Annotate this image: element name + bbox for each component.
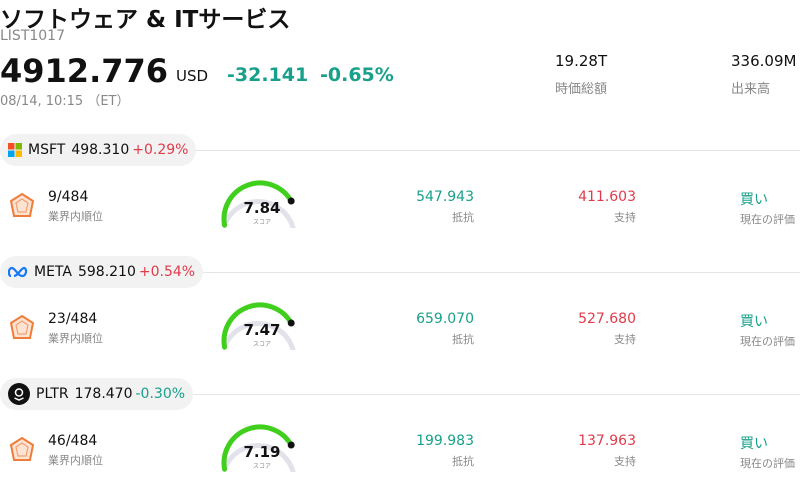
logo — [8, 383, 30, 405]
stock-change: -0.30% — [135, 386, 186, 402]
rank-label: 業界内順位 — [48, 332, 103, 345]
rating-label: 現在の評価 — [740, 457, 795, 470]
support-label: 支持 — [614, 211, 636, 224]
rating-label: 現在の評価 — [740, 335, 795, 348]
currency: USD — [176, 67, 209, 85]
stock-pill[interactable]: PLTR 178.470 -0.30% — [0, 378, 194, 410]
stat-value: 336.09M — [731, 52, 797, 70]
support: 527.680 — [578, 311, 636, 327]
score: 7.19 — [243, 443, 281, 461]
support-label: 支持 — [614, 455, 636, 468]
score-label: スコア — [252, 463, 271, 470]
stock-pill[interactable]: MSFT 498.310 +0.29% — [0, 134, 197, 166]
change: -32.141 — [227, 64, 309, 86]
title: ソフトウェア & ITサービス — [0, 7, 291, 33]
score-label: スコア — [252, 341, 271, 348]
score-label: スコア — [252, 219, 271, 226]
resistance-label: 抵抗 — [452, 455, 474, 468]
stat-label: 時価総額 — [555, 82, 608, 97]
divider — [0, 394, 800, 395]
stock-price: 178.470 — [74, 386, 133, 402]
support: 411.603 — [578, 189, 636, 205]
rank-icon — [8, 436, 36, 468]
rating-label: 現在の評価 — [740, 213, 795, 226]
gauge — [219, 300, 305, 356]
logo — [8, 265, 28, 279]
rank: 9/484 — [48, 189, 89, 205]
stock-change: +0.54% — [138, 264, 196, 280]
stock-price: 598.210 — [77, 264, 136, 280]
code: LIST1017 — [0, 28, 65, 44]
resistance: 659.070 — [416, 311, 474, 327]
rank-label: 業界内順位 — [48, 210, 103, 223]
divider — [0, 150, 800, 151]
stock-change: +0.29% — [132, 142, 189, 158]
change-pct: -0.65% — [320, 64, 394, 86]
logo — [8, 143, 22, 157]
resistance-label: 抵抗 — [452, 211, 474, 224]
rating: 買い — [740, 314, 768, 330]
support-label: 支持 — [614, 333, 636, 346]
resistance: 547.943 — [416, 189, 474, 205]
gauge — [219, 422, 305, 478]
rating: 買い — [740, 436, 768, 452]
stat-label: 出来高 — [731, 82, 771, 97]
ticker: PLTR — [36, 386, 69, 402]
stock-price: 498.310 — [71, 142, 130, 158]
rank-icon — [8, 314, 36, 346]
gauge — [219, 178, 305, 234]
rank-label: 業界内順位 — [48, 454, 103, 467]
resistance: 199.983 — [416, 433, 474, 449]
score: 7.47 — [243, 321, 281, 339]
stat-value: 19.28T — [555, 52, 608, 70]
price: 4912.776 — [0, 52, 169, 90]
stock-pill[interactable]: META 598.210 +0.54% — [0, 256, 204, 288]
resistance-label: 抵抗 — [452, 333, 474, 346]
rank: 46/484 — [48, 433, 98, 449]
divider — [0, 272, 800, 273]
rank-icon — [8, 192, 36, 224]
score: 7.84 — [243, 199, 281, 217]
rank: 23/484 — [48, 311, 98, 327]
datetime: 08/14, 10:15 （ET） — [0, 94, 130, 109]
support: 137.963 — [578, 433, 636, 449]
rating: 買い — [740, 192, 768, 208]
ticker: META — [34, 264, 72, 280]
ticker: MSFT — [28, 142, 66, 158]
